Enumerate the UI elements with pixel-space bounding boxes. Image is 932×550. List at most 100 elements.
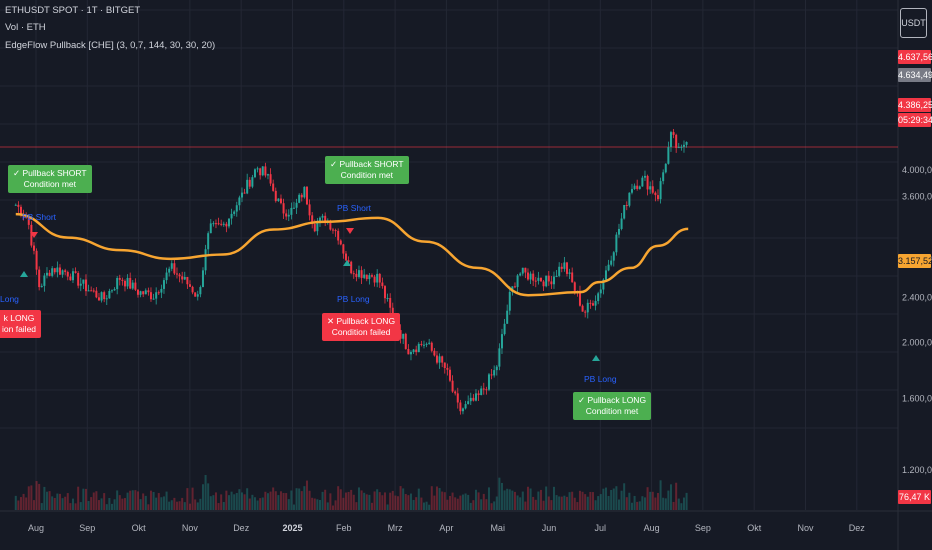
volume-bar [40, 503, 43, 510]
candle-body [227, 218, 230, 227]
volume-legend[interactable]: Vol · ETH [5, 22, 46, 33]
candle-body [386, 298, 389, 300]
volume-bar [350, 489, 353, 510]
indicator-legend[interactable]: EdgeFlow Pullback [CHE] (3, 0,7, 144, 30… [5, 40, 216, 51]
volume-bar [662, 497, 665, 510]
volume-bar [266, 493, 269, 510]
candle-body [51, 268, 54, 276]
candle-body [560, 266, 563, 269]
candle-body [38, 269, 41, 288]
volume-bar [71, 498, 74, 510]
candle-body [300, 194, 303, 198]
volume-bar [433, 495, 436, 510]
candle-body [334, 230, 337, 232]
volume-bar [155, 497, 158, 510]
candle-body [685, 142, 688, 145]
candle-body [108, 290, 111, 299]
volume-bar [227, 495, 230, 510]
candle-body [121, 279, 124, 281]
x-tick-label: Nov [797, 523, 814, 533]
volume-bar [448, 495, 451, 510]
volume-bar [157, 493, 160, 510]
x-tick-label: Jun [542, 523, 557, 533]
volume-bar [311, 497, 314, 510]
volume-bar [103, 493, 106, 510]
candle-body [526, 272, 529, 280]
volume-bar [428, 504, 431, 510]
volume-bar [246, 488, 249, 510]
candle-body [103, 292, 106, 300]
volume-bar [654, 497, 657, 510]
volume-bar [121, 498, 124, 510]
volume-bar [438, 488, 441, 510]
x-tick-label: Aug [28, 523, 44, 533]
symbol-legend[interactable]: ETHUSDT SPOT · 1T · BITGET [5, 5, 141, 16]
volume-bar [363, 492, 366, 510]
volume-bar [162, 496, 165, 510]
volume-bar [412, 499, 415, 510]
candle-body [646, 175, 649, 190]
candle-body [53, 268, 56, 273]
candle-body [383, 286, 386, 299]
candle-body [95, 290, 98, 298]
volume-bar [139, 499, 142, 510]
candle-body [672, 132, 675, 135]
candle-body [404, 333, 407, 349]
volume-bar [591, 492, 594, 510]
volume-bar [357, 487, 360, 510]
signal-line1: k LONG [3, 313, 35, 323]
candle-body [620, 218, 623, 229]
volume-bar [142, 493, 145, 510]
candle-body [19, 206, 22, 216]
volume-bar [469, 502, 472, 510]
candle-body [552, 276, 555, 285]
currency-button[interactable]: USDT [900, 8, 927, 38]
y-tick-label: 1.200,00 [902, 465, 932, 475]
candle-body [391, 307, 394, 316]
candle-body [56, 267, 59, 273]
volume-bar [87, 501, 90, 510]
countdown-tag: 05:29:34 [898, 113, 932, 127]
volume-bar [430, 486, 433, 510]
candle-body [586, 302, 589, 313]
x-tick-label: Mai [490, 523, 505, 533]
candle-body [303, 186, 306, 198]
candle-body [594, 301, 597, 306]
volume-bar [113, 499, 116, 510]
volume-bar [342, 497, 345, 510]
candle-body [194, 292, 197, 297]
candle-body [279, 198, 282, 204]
candle-body [311, 215, 314, 225]
volume-bar [368, 494, 371, 510]
volume-bar [129, 490, 132, 510]
volume-bar [279, 491, 282, 510]
x-tick-label: Sep [79, 523, 95, 533]
candle-body [160, 288, 163, 293]
signal-line1: ✓ Pullback SHORT [13, 168, 87, 178]
candle-body [71, 271, 74, 281]
candle-body [641, 177, 644, 187]
volume-bar [287, 499, 290, 510]
candle-body [451, 380, 454, 392]
candle-body [633, 185, 636, 190]
volume-bar [188, 503, 191, 510]
volume-bar [251, 494, 254, 510]
volume-bar [675, 482, 678, 510]
volume-bar [565, 496, 568, 510]
current-price-tag: 4.386,25 [898, 98, 932, 112]
volume-bar [521, 491, 524, 510]
ma-144-line [15, 212, 689, 297]
candle-body [274, 190, 277, 202]
candle-body [32, 245, 35, 251]
candle-body [27, 217, 30, 225]
volume-bar [25, 497, 28, 510]
volume-bar [285, 493, 288, 510]
volume-bar [560, 496, 563, 510]
candle-body [482, 388, 485, 390]
volume-bar [238, 489, 241, 510]
volume-bar [337, 486, 340, 510]
candle-body [168, 268, 171, 273]
volume-bar [376, 489, 379, 510]
volume-bar [547, 496, 550, 510]
